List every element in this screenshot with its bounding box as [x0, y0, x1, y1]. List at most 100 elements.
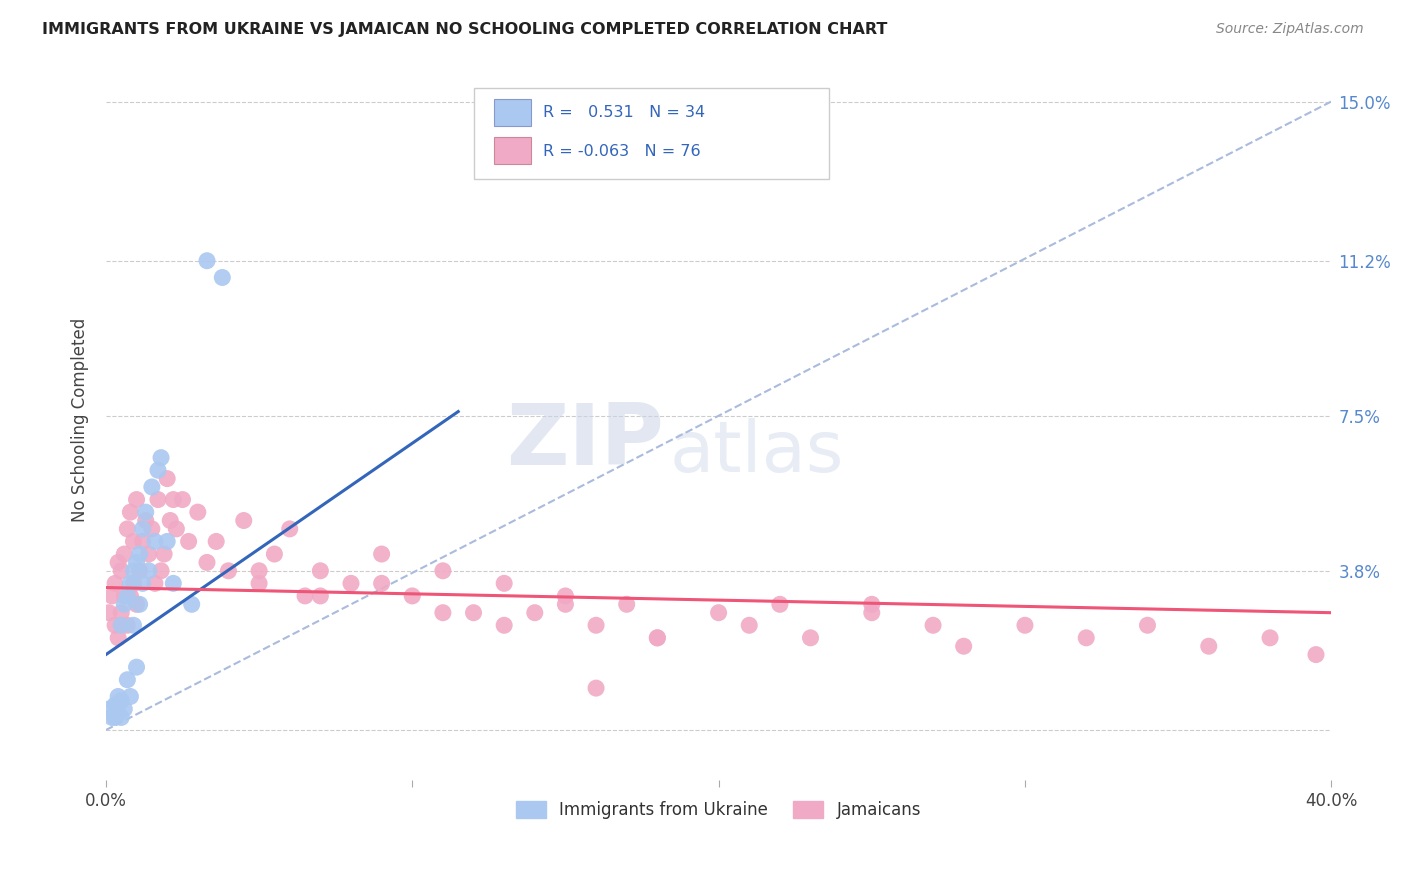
Point — [117, 589, 139, 603]
Point — [98, 702, 121, 716]
Point — [278, 522, 301, 536]
Point — [125, 660, 148, 674]
Point — [120, 589, 142, 603]
Point — [112, 597, 135, 611]
Point — [860, 597, 883, 611]
Point — [138, 564, 160, 578]
Point — [494, 576, 516, 591]
Point — [463, 606, 485, 620]
Point — [616, 597, 638, 611]
Point — [1198, 639, 1220, 653]
Point — [370, 576, 392, 591]
Point — [131, 576, 153, 591]
Point — [211, 270, 233, 285]
Point — [156, 472, 179, 486]
Point — [162, 492, 184, 507]
Point — [1305, 648, 1327, 662]
FancyBboxPatch shape — [495, 136, 531, 164]
Point — [799, 631, 821, 645]
Legend: Immigrants from Ukraine, Jamaicans: Immigrants from Ukraine, Jamaicans — [509, 795, 928, 826]
Point — [117, 618, 139, 632]
Point — [146, 463, 169, 477]
Point — [150, 450, 173, 465]
Point — [217, 564, 239, 578]
Point — [150, 564, 173, 578]
Point — [195, 556, 218, 570]
Text: Source: ZipAtlas.com: Source: ZipAtlas.com — [1216, 22, 1364, 37]
Point — [1136, 618, 1159, 632]
Point — [294, 589, 316, 603]
Point — [125, 597, 148, 611]
Point — [125, 556, 148, 570]
Point — [647, 631, 669, 645]
Text: ZIP: ZIP — [506, 401, 664, 483]
Point — [128, 547, 150, 561]
Text: R = -0.063   N = 76: R = -0.063 N = 76 — [543, 144, 702, 159]
Point — [309, 589, 332, 603]
Point — [104, 576, 127, 591]
Point — [104, 618, 127, 632]
Point — [494, 618, 516, 632]
Point — [432, 564, 454, 578]
Point — [125, 492, 148, 507]
Point — [112, 589, 135, 603]
Point — [120, 576, 142, 591]
Point — [370, 547, 392, 561]
Point — [738, 618, 761, 632]
Point — [340, 576, 363, 591]
Point — [117, 673, 139, 687]
Point — [122, 618, 145, 632]
Text: atlas: atlas — [669, 417, 844, 487]
Point — [153, 547, 176, 561]
Point — [195, 253, 218, 268]
Point — [128, 564, 150, 578]
Text: R =   0.531   N = 34: R = 0.531 N = 34 — [543, 104, 706, 120]
Point — [922, 618, 945, 632]
Point — [122, 534, 145, 549]
Point — [707, 606, 730, 620]
Point — [135, 505, 157, 519]
Point — [143, 576, 166, 591]
Point — [554, 597, 576, 611]
Y-axis label: No Schooling Completed: No Schooling Completed — [72, 318, 89, 522]
Point — [159, 514, 181, 528]
Point — [131, 522, 153, 536]
Point — [112, 547, 135, 561]
Point — [128, 597, 150, 611]
Point — [107, 690, 129, 704]
Point — [309, 564, 332, 578]
Point — [101, 589, 124, 603]
Point — [585, 618, 607, 632]
Point — [135, 514, 157, 528]
Point — [120, 690, 142, 704]
Point — [110, 710, 132, 724]
Point — [122, 576, 145, 591]
Point — [122, 564, 145, 578]
Point — [1258, 631, 1281, 645]
Text: IMMIGRANTS FROM UKRAINE VS JAMAICAN NO SCHOOLING COMPLETED CORRELATION CHART: IMMIGRANTS FROM UKRAINE VS JAMAICAN NO S… — [42, 22, 887, 37]
Point — [263, 547, 285, 561]
FancyBboxPatch shape — [495, 98, 531, 126]
Point — [401, 589, 423, 603]
Point — [107, 556, 129, 570]
Point — [141, 522, 163, 536]
Point — [110, 694, 132, 708]
Point — [554, 589, 576, 603]
Point — [107, 706, 129, 721]
Point — [101, 710, 124, 724]
FancyBboxPatch shape — [474, 88, 830, 178]
Point — [146, 492, 169, 507]
Point — [177, 534, 200, 549]
Point — [104, 710, 127, 724]
Point — [138, 547, 160, 561]
Point — [232, 514, 254, 528]
Point — [247, 576, 270, 591]
Point — [860, 606, 883, 620]
Point — [107, 631, 129, 645]
Point — [769, 597, 792, 611]
Point — [952, 639, 974, 653]
Point — [647, 631, 669, 645]
Point — [110, 618, 132, 632]
Point — [110, 606, 132, 620]
Point — [110, 564, 132, 578]
